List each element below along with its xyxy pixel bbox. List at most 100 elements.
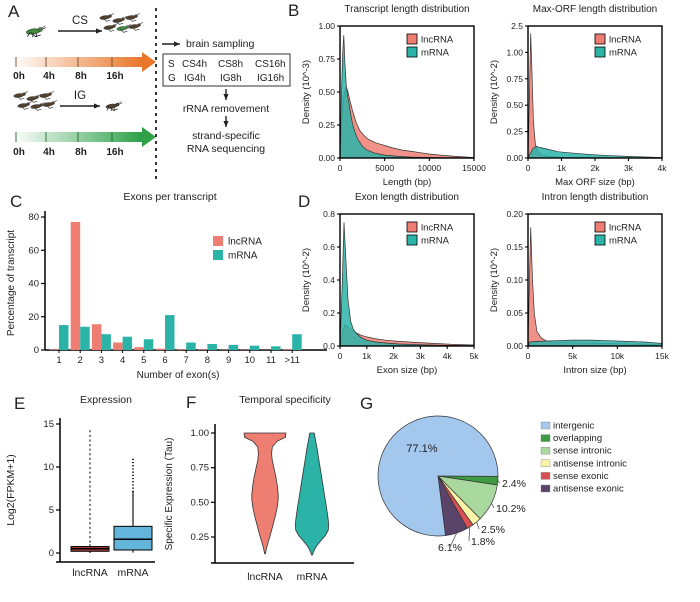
locust-crowd-icon (13, 91, 57, 111)
y-tick-label: 0.50 (506, 100, 523, 110)
timeline-tick-label: 8h (75, 71, 87, 82)
leader-line (476, 521, 480, 530)
chart-lncRNA-classification-pie: 2.4% 10.2% 2.5%1.8% 6.1% 77.1% intergenicover… (377, 415, 627, 554)
legend-label: lncRNA (421, 35, 454, 46)
x-tick-label: 3k (416, 351, 426, 361)
legend-label: mRNA (609, 236, 638, 247)
legend-swatch-sense-intronic (540, 447, 551, 455)
y-tick-label: 15 (43, 419, 54, 430)
x-tick-label: 1 (56, 355, 61, 366)
x-tick-label: 10k (610, 351, 624, 361)
legend-swatch-overlapping (540, 434, 551, 442)
bar-mRNA (207, 344, 217, 350)
chart-title: Transcript length distribution (344, 4, 469, 15)
cs-label: CS (72, 15, 88, 27)
cs-timeline-arrowhead (142, 52, 156, 72)
plot-border (527, 213, 663, 347)
y-tick-label: 1.00 (318, 21, 335, 31)
pie-pct-label: 2.4% (502, 478, 526, 490)
sample-id: CS4h (182, 59, 207, 70)
y-tick-label: 1.00 (191, 428, 210, 439)
bar-lncRNA (91, 324, 102, 350)
bar-lncRNA (134, 347, 144, 350)
sample-id: CS8h (218, 59, 243, 70)
arrowhead (96, 28, 102, 34)
x-tick-label: 10000 (418, 163, 442, 173)
sample-id: IG8h (220, 73, 242, 84)
x-tick-label: 2 (78, 355, 83, 366)
leader-line (491, 503, 495, 509)
legend-label: overlapping (553, 433, 602, 444)
legend-swatch-mRNA (594, 46, 606, 58)
chart-title: Max-ORF length distribution (533, 4, 658, 15)
arrowhead (94, 103, 100, 109)
y-tick-label: 0.10 (506, 275, 523, 285)
ig-timeline-arrow (12, 132, 142, 142)
y-tick-label: 0.20 (506, 209, 523, 219)
chart-title: Exon length distribution (355, 192, 459, 203)
legend-swatch-intergenic (540, 421, 551, 430)
chart-title: Exons per transcript (123, 191, 216, 203)
x-tick-label: 5k (470, 351, 480, 361)
y-tick-label: 0.0 (323, 341, 335, 351)
y-tick-label: 0.2 (323, 308, 335, 318)
chart-exon-length: Exon length distribution 0.0 0.2 0.4 0.6 0.8 0… (301, 192, 480, 376)
bar-mRNA (228, 344, 239, 350)
violin-mRNA (294, 432, 330, 556)
chart-title: Temporal specificity (239, 394, 331, 406)
grasshopper-icon (105, 101, 123, 111)
x-tick-label: 11 (266, 355, 276, 366)
panel-label-f: F (186, 393, 197, 412)
x-tick-label: 5k (568, 351, 578, 361)
ig-label: IG (74, 90, 86, 102)
legend-label: mRNA (228, 251, 258, 262)
sample-box (162, 53, 291, 87)
x-tick-label: 7 (184, 355, 189, 366)
chart-expression-boxplot: Expression 0 5 10 15 Log2(FPKM+1) lncRNA mRNA (5, 394, 155, 579)
x-axis-label: Intron size (bp) (563, 365, 626, 376)
chart-title: Expression (80, 394, 132, 406)
x-tick-label: 1k (362, 351, 372, 361)
arrowhead (223, 94, 229, 100)
sequencing-text-line1: strand-specific (192, 130, 260, 142)
x-tick-label: 4k (658, 163, 668, 173)
x-tick-label: 5000 (375, 163, 394, 173)
y-tick-label: 0.00 (506, 153, 523, 163)
legend-label: lncRNA (609, 35, 642, 46)
sequencing-text-line2: RNA sequencing (187, 143, 265, 155)
x-category-label: mRNA (297, 571, 328, 583)
legend-label: intergenic (553, 421, 594, 432)
timeline-tick-label: 16h (106, 147, 123, 158)
sample-id: IG16h (257, 73, 284, 84)
y-tick-label: 1.00 (506, 47, 523, 57)
sample-id: G (168, 73, 176, 84)
chart-title: Intron length distribution (542, 192, 649, 203)
x-axis-label: Length (bp) (383, 177, 432, 188)
x-tick-label: 0 (338, 163, 343, 173)
timeline-tick-label: 8h (75, 147, 87, 158)
legend-label: mRNA (609, 48, 638, 59)
arrowhead (223, 121, 229, 127)
y-tick-label: 40 (28, 279, 39, 290)
chart-max-orf-length: Max-ORF length distribution 0.00 0.25 0.50 0… (489, 4, 668, 188)
pie-slice-intergenic (377, 415, 499, 537)
pie-pct-label: 10.2% (496, 503, 526, 515)
x-tick-label: 4k (443, 351, 453, 361)
density-area-mRNA (527, 339, 663, 347)
panel-label-b: B (288, 1, 300, 20)
cs-timeline-arrow (12, 57, 142, 67)
y-tick-label: 0 (49, 548, 54, 559)
y-axis-label: Density (10^-2) (489, 60, 500, 124)
bar-lncRNA (70, 221, 81, 350)
legend-label: sense exonic (553, 471, 609, 482)
x-tick-label: 3k (624, 163, 634, 173)
y-tick-label: 0.4 (323, 275, 335, 285)
chart-temporal-specificity: Temporal specificity 0.25 0.50 0.75 1.00 Spec… (164, 394, 354, 583)
legend-swatch-mRNA (594, 234, 606, 246)
x-tick-label: 5 (141, 355, 146, 366)
x-tick-label: 4 (120, 355, 125, 366)
panel-label-c: C (10, 192, 23, 211)
x-axis-label: Max ORF size (bp) (555, 177, 635, 188)
bar-mRNA (143, 339, 154, 350)
panel-label-a: A (8, 2, 20, 21)
